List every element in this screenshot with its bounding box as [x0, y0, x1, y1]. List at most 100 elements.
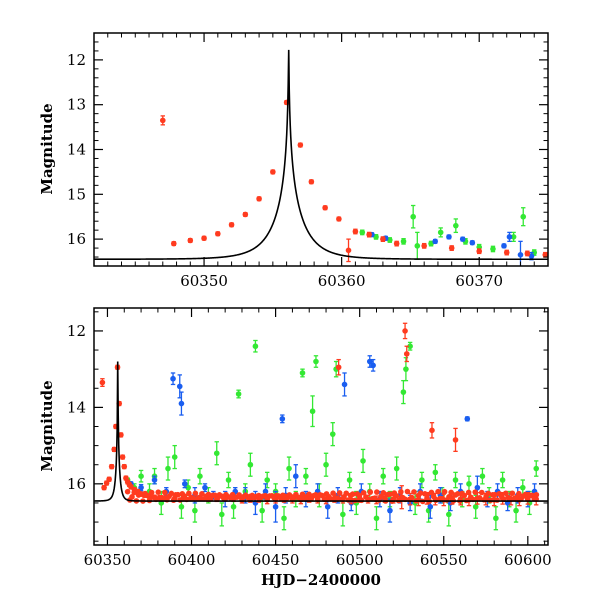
- data-point: [453, 222, 459, 229]
- top-blue-point: [501, 243, 507, 249]
- top-series-green: [359, 204, 538, 260]
- data-point: [340, 511, 346, 518]
- data-point: [101, 484, 107, 491]
- data-point: [111, 446, 117, 453]
- top-red-point: [242, 211, 249, 218]
- bottom-green-point: [329, 422, 336, 447]
- data-point: [411, 489, 417, 495]
- data-point: [312, 491, 319, 498]
- y-tick-label: 16: [67, 230, 86, 248]
- data-point: [168, 490, 175, 497]
- bottom-blue-point: [387, 498, 393, 523]
- data-point: [452, 437, 459, 443]
- data-point: [522, 491, 529, 498]
- bottom-red-point: [111, 446, 117, 453]
- top-green-point: [400, 238, 407, 245]
- data-point: [170, 497, 177, 504]
- x-tick-label: 60350: [180, 272, 228, 290]
- data-point: [137, 491, 144, 497]
- data-point: [279, 416, 286, 422]
- data-point: [151, 477, 158, 483]
- bottom-blue-point: [464, 416, 471, 422]
- bottom-green-point: [323, 452, 329, 477]
- top-red-point: [352, 228, 359, 235]
- data-point: [441, 488, 448, 495]
- bottom-green-point: [393, 456, 400, 481]
- top-blue-point: [459, 236, 466, 242]
- top-model-curve: [94, 49, 548, 261]
- data-point: [507, 495, 513, 502]
- data-point: [161, 489, 168, 496]
- bottom-blue-point: [170, 372, 176, 386]
- data-point: [199, 490, 205, 497]
- bottom-red-point: [121, 463, 128, 470]
- top-red-point: [421, 242, 427, 249]
- data-point: [272, 503, 279, 510]
- data-point: [309, 408, 316, 415]
- data-point: [170, 375, 176, 382]
- data-point: [252, 343, 259, 350]
- y-tick-label: 12: [67, 51, 86, 69]
- data-point: [336, 216, 342, 222]
- data-point: [490, 246, 496, 252]
- data-point: [297, 142, 304, 148]
- bottom-green-point: [493, 506, 499, 531]
- top-tick-marks: 60350 60360 60370 12 13 14 15 16: [67, 32, 549, 290]
- bottom-green-point: [213, 441, 220, 466]
- bottom-red-point: [101, 484, 107, 491]
- data-point: [380, 473, 387, 479]
- y-tick-label: 16: [67, 475, 86, 493]
- data-point: [281, 515, 287, 522]
- data-point: [165, 465, 171, 472]
- top-red-point: [308, 178, 315, 185]
- data-point: [228, 221, 235, 228]
- bottom-red-point: [402, 322, 408, 340]
- bottom-blue-point: [178, 391, 185, 416]
- data-point: [205, 491, 212, 498]
- data-point: [335, 364, 342, 371]
- bottom-green-point: [225, 471, 232, 489]
- data-point: [178, 503, 185, 510]
- data-point: [259, 507, 265, 514]
- data-point: [346, 477, 353, 483]
- top-blue-point: [506, 231, 513, 243]
- data-point: [218, 511, 225, 518]
- top-green-point: [373, 233, 379, 240]
- data-point: [374, 489, 380, 495]
- top-red-point: [187, 237, 194, 244]
- bottom-green-point: [499, 471, 506, 489]
- top-panel-frame: [93, 32, 549, 267]
- bottom-red-point: [429, 422, 435, 439]
- data-point: [299, 370, 306, 376]
- bottom-green-point: [197, 467, 203, 485]
- data-point: [215, 230, 221, 237]
- data-point: [256, 195, 262, 202]
- top-green-point: [490, 245, 496, 253]
- data-point: [343, 490, 350, 497]
- data-point: [432, 469, 439, 476]
- data-point: [367, 489, 374, 495]
- bottom-series-red: [99, 322, 540, 510]
- data-point: [303, 473, 309, 479]
- bottom-model-curve: [94, 361, 548, 502]
- data-point: [461, 492, 468, 499]
- top-red-point: [393, 240, 400, 247]
- data-point: [445, 511, 452, 518]
- top-red-point: [270, 169, 276, 175]
- top-red-point: [503, 249, 510, 256]
- data-point: [510, 234, 517, 240]
- data-point: [493, 515, 499, 522]
- top-red-point: [380, 236, 386, 243]
- data-point: [370, 362, 376, 369]
- bottom-blue-point: [341, 372, 348, 397]
- data-point: [465, 489, 472, 496]
- data-point: [393, 465, 400, 472]
- data-point: [197, 473, 203, 479]
- bottom-green-point: [313, 355, 319, 368]
- data-point: [519, 484, 526, 491]
- bottom-red-point: [108, 463, 115, 470]
- data-point: [148, 489, 155, 496]
- bottom-green-point: [252, 339, 259, 353]
- data-point: [393, 240, 400, 247]
- data-point: [235, 391, 242, 397]
